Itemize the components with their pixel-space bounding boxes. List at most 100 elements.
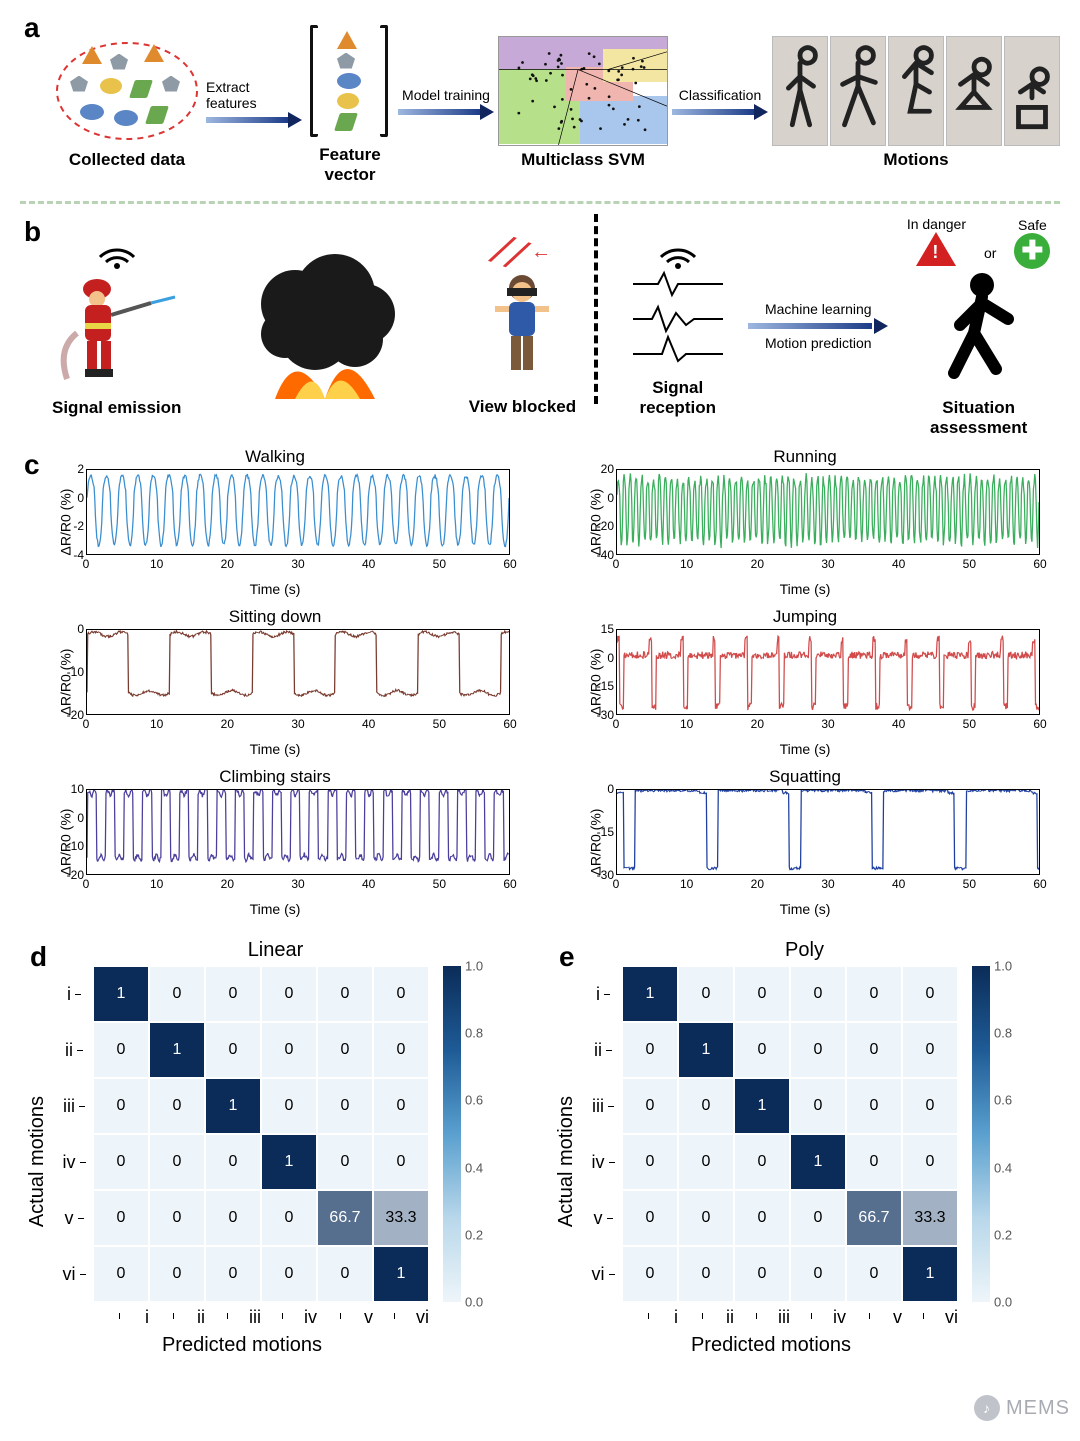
conf-cell: 0	[93, 1022, 149, 1078]
conf-cell: 0	[93, 1190, 149, 1246]
conf-cell: 0	[846, 1022, 902, 1078]
motion-frame	[946, 36, 1002, 146]
motions-block: Motions	[772, 36, 1060, 170]
arrow-classify: Classification	[672, 87, 768, 119]
col-label: iv	[790, 1302, 846, 1332]
danger-icon	[916, 232, 956, 266]
conf-cell: 0	[149, 1078, 205, 1134]
conf-cell: 1	[678, 1022, 734, 1078]
conf-cell: 66.7	[317, 1190, 373, 1246]
arrow-left-icon: ←	[531, 241, 551, 264]
signal-waveforms-icon	[628, 269, 728, 369]
conf-cell: 0	[205, 1022, 261, 1078]
step-caption: Multiclass SVM	[498, 150, 668, 170]
conf-cell: 0	[790, 1190, 846, 1246]
motion-frame	[772, 36, 828, 146]
conf-cell: 0	[205, 1246, 261, 1302]
conf-cell: 1	[373, 1246, 429, 1302]
panel-c: c Walking ΔR/R0 (%) -4-202 0102030405060…	[20, 447, 1060, 917]
col-label: iii	[734, 1302, 790, 1332]
col-label: vi	[902, 1302, 958, 1332]
situation-assessment: In danger or Safe ✚ Situation assessment	[897, 216, 1060, 438]
step-caption: Motions	[772, 150, 1060, 170]
chart-title: Sitting down	[30, 607, 520, 627]
conf-cell: 0	[317, 1022, 373, 1078]
conf-cell: 33.3	[902, 1190, 958, 1246]
conf-ylabel: Actual motions	[26, 1096, 49, 1227]
row-label: ii	[584, 1022, 622, 1078]
conf-cell: 0	[790, 1022, 846, 1078]
chart-title: Jumping	[560, 607, 1050, 627]
conf-cell: 0	[373, 1022, 429, 1078]
row-label: iv	[55, 1134, 93, 1190]
conf-title: Poly	[555, 939, 1054, 962]
col-label: iii	[205, 1302, 261, 1332]
collected-data-cluster	[52, 36, 202, 146]
conf-cell: 0	[734, 1022, 790, 1078]
signal-emission: Signal emission	[52, 235, 181, 418]
conf-cell: 0	[622, 1022, 678, 1078]
conf-cell: 0	[373, 1134, 429, 1190]
conf-cell: 0	[734, 1190, 790, 1246]
row-label: v	[55, 1190, 93, 1246]
col-label: i	[93, 1302, 149, 1332]
conf-cell: 0	[902, 1078, 958, 1134]
conf-cell: 1	[902, 1246, 958, 1302]
conf-cell: 1	[622, 966, 678, 1022]
conf-cell: 0	[622, 1190, 678, 1246]
conf-cell: 0	[622, 1246, 678, 1302]
x-axis-label: Time (s)	[560, 741, 1050, 757]
x-axis-label: Time (s)	[560, 901, 1050, 917]
chart-title: Squatting	[560, 767, 1050, 787]
chart-walking: Walking ΔR/R0 (%) -4-202 0102030405060 T…	[30, 447, 520, 597]
chart-title: Climbing stairs	[30, 767, 520, 787]
row-label: iii	[584, 1078, 622, 1134]
chart-climbing: Climbing stairs ΔR/R0 (%) -20-10010 0102…	[30, 767, 520, 917]
conf-cell: 0	[149, 1190, 205, 1246]
watermark-icon: ♪	[974, 1395, 1000, 1421]
panel-d: d Linear Actual motions i100000ii010000i…	[26, 939, 525, 1357]
col-label: v	[317, 1302, 373, 1332]
row-label: vi	[584, 1246, 622, 1302]
conf-cell: 0	[93, 1246, 149, 1302]
conf-cell: 0	[846, 1134, 902, 1190]
conf-cell: 0	[790, 1246, 846, 1302]
wifi-icon	[616, 235, 739, 269]
panel-b-label: b	[24, 216, 41, 248]
conf-cell: 0	[261, 1246, 317, 1302]
col-label: iv	[261, 1302, 317, 1332]
row-label: v	[584, 1190, 622, 1246]
conf-xlabel: Predicted motions	[162, 1334, 322, 1357]
conf-cell: 0	[93, 1078, 149, 1134]
row-label: ii	[55, 1022, 93, 1078]
watermark-text: MEMS	[1006, 1397, 1070, 1420]
conf-cell: 0	[149, 1134, 205, 1190]
step-caption: Feature vector	[306, 145, 394, 185]
collected-data-block: Collected data	[52, 36, 202, 170]
x-axis-label: Time (s)	[30, 581, 520, 597]
panel-b: b Signa	[20, 214, 1060, 439]
conf-cell: 0	[678, 1134, 734, 1190]
row-label: vi	[55, 1246, 93, 1302]
signal-reception: Signal reception	[616, 235, 739, 418]
chart-title: Running	[560, 447, 1050, 467]
panel-a-label: a	[24, 12, 40, 44]
conf-cell: 0	[622, 1134, 678, 1190]
svm-block: Multiclass SVM	[498, 36, 668, 170]
conf-cell: 0	[149, 966, 205, 1022]
conf-cell: 0	[622, 1078, 678, 1134]
conf-cell: 0	[846, 1246, 902, 1302]
panel-d-label: d	[30, 941, 47, 973]
svm-region-plot	[498, 36, 668, 146]
conf-cell: 0	[373, 1078, 429, 1134]
conf-cell: 0	[790, 1078, 846, 1134]
arrow-train: Model training	[398, 87, 494, 119]
col-label: ii	[678, 1302, 734, 1332]
conf-cell: 1	[205, 1078, 261, 1134]
conf-cell: 0	[790, 966, 846, 1022]
col-label: v	[846, 1302, 902, 1332]
observer-icon	[477, 268, 567, 388]
conf-cell: 1	[93, 966, 149, 1022]
conf-xlabel: Predicted motions	[691, 1334, 851, 1357]
wifi-icon	[52, 235, 181, 269]
